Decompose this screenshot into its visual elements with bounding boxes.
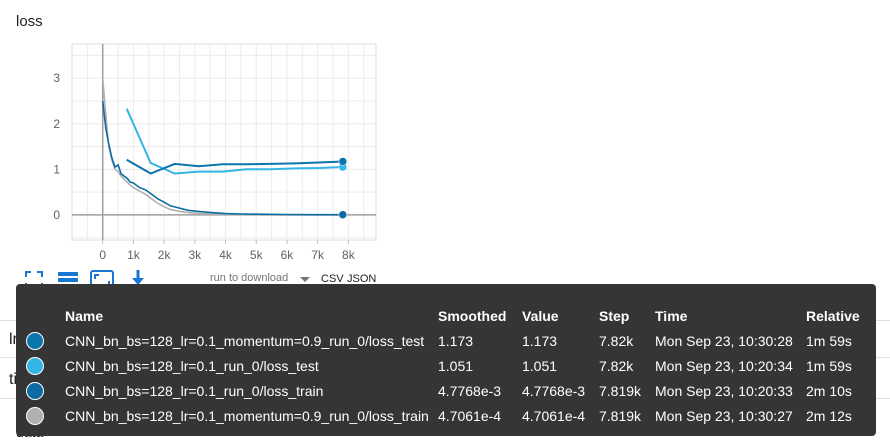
- tooltip-value: 1.051: [522, 353, 599, 378]
- series-swatch: [26, 353, 65, 378]
- tooltip-header-smoothed: Smoothed: [438, 304, 522, 328]
- tooltip-smoothed: 1.173: [438, 328, 522, 353]
- tooltip-run-name: CNN_bn_bs=128_lr=0.1_momentum=0.9_run_0/…: [65, 403, 438, 428]
- tooltip-time: Mon Sep 23, 10:20:33: [655, 378, 806, 403]
- tooltip-time: Mon Sep 23, 10:20:34: [655, 353, 806, 378]
- series-swatch: [26, 403, 65, 428]
- tooltip-value: 4.7768e-3: [522, 378, 599, 403]
- x-tick-label: 1k: [127, 248, 141, 262]
- tooltip-value: 1.173: [522, 328, 599, 353]
- x-tick-label: 7k: [311, 248, 325, 262]
- x-tick-label: 8k: [342, 248, 356, 262]
- tooltip-header-row: Name Smoothed Value Step Time Relative: [26, 304, 866, 328]
- tooltip-row: CNN_bn_bs=128_lr=0.1_run_0/loss_test 1.0…: [26, 353, 866, 378]
- tooltip-relative: 1m 59s: [806, 328, 866, 353]
- x-tick-label: 5k: [250, 248, 264, 262]
- y-tick-label: 1: [53, 162, 60, 176]
- run-download-placeholder: run to download: [210, 272, 288, 284]
- tooltip-row: CNN_bn_bs=128_lr=0.1_run_0/loss_train 4.…: [26, 378, 866, 403]
- tooltip-relative: 2m 12s: [806, 403, 866, 428]
- x-tick-label: 6k: [281, 248, 295, 262]
- tooltip-relative: 1m 59s: [806, 353, 866, 378]
- tooltip-row: CNN_bn_bs=128_lr=0.1_momentum=0.9_run_0/…: [26, 403, 866, 428]
- y-tick-label: 0: [53, 208, 60, 222]
- tooltip-header-swatch: [26, 304, 65, 328]
- tooltip-header-value: Value: [522, 304, 599, 328]
- series-end-point: [339, 157, 347, 165]
- tooltip-step: 7.819k: [599, 403, 655, 428]
- tooltip-table: Name Smoothed Value Step Time Relative C…: [26, 304, 866, 428]
- tooltip-smoothed: 1.051: [438, 353, 522, 378]
- y-tick-label: 3: [53, 71, 60, 85]
- tooltip-time: Mon Sep 23, 10:30:27: [655, 403, 806, 428]
- series-swatch: [26, 328, 65, 353]
- tooltip-header-time: Time: [655, 304, 806, 328]
- x-tick-label: 2k: [158, 248, 172, 262]
- tooltip-step: 7.82k: [599, 353, 655, 378]
- tooltip-header-step: Step: [599, 304, 655, 328]
- tooltip-run-name: CNN_bn_bs=128_lr=0.1_run_0/loss_test: [65, 353, 438, 378]
- chevron-down-icon: [300, 277, 310, 282]
- series-end-point: [339, 211, 347, 219]
- tooltip-relative: 2m 10s: [806, 378, 866, 403]
- tooltip-header-relative: Relative: [806, 304, 866, 328]
- series-swatch: [26, 378, 65, 403]
- x-tick-label: 4k: [219, 248, 233, 262]
- tooltip-run-name: CNN_bn_bs=128_lr=0.1_momentum=0.9_run_0/…: [65, 328, 438, 353]
- chart-tooltip: Name Smoothed Value Step Time Relative C…: [16, 284, 876, 436]
- chart-series: [103, 78, 347, 219]
- tooltip-value: 4.7061e-4: [522, 403, 599, 428]
- tooltip-smoothed: 4.7768e-3: [438, 378, 522, 403]
- tooltip-smoothed: 4.7061e-4: [438, 403, 522, 428]
- chart-grid: [72, 44, 376, 240]
- x-tick-label: 3k: [188, 248, 202, 262]
- tooltip-header-name: Name: [65, 304, 438, 328]
- tooltip-row: CNN_bn_bs=128_lr=0.1_momentum=0.9_run_0/…: [26, 328, 866, 353]
- series-line: [103, 101, 343, 215]
- tooltip-time: Mon Sep 23, 10:30:28: [655, 328, 806, 353]
- y-tick-label: 2: [53, 117, 60, 131]
- x-tick-label: 0: [99, 248, 106, 262]
- tooltip-run-name: CNN_bn_bs=128_lr=0.1_run_0/loss_train: [65, 378, 438, 403]
- tooltip-step: 7.82k: [599, 328, 655, 353]
- tooltip-step: 7.819k: [599, 378, 655, 403]
